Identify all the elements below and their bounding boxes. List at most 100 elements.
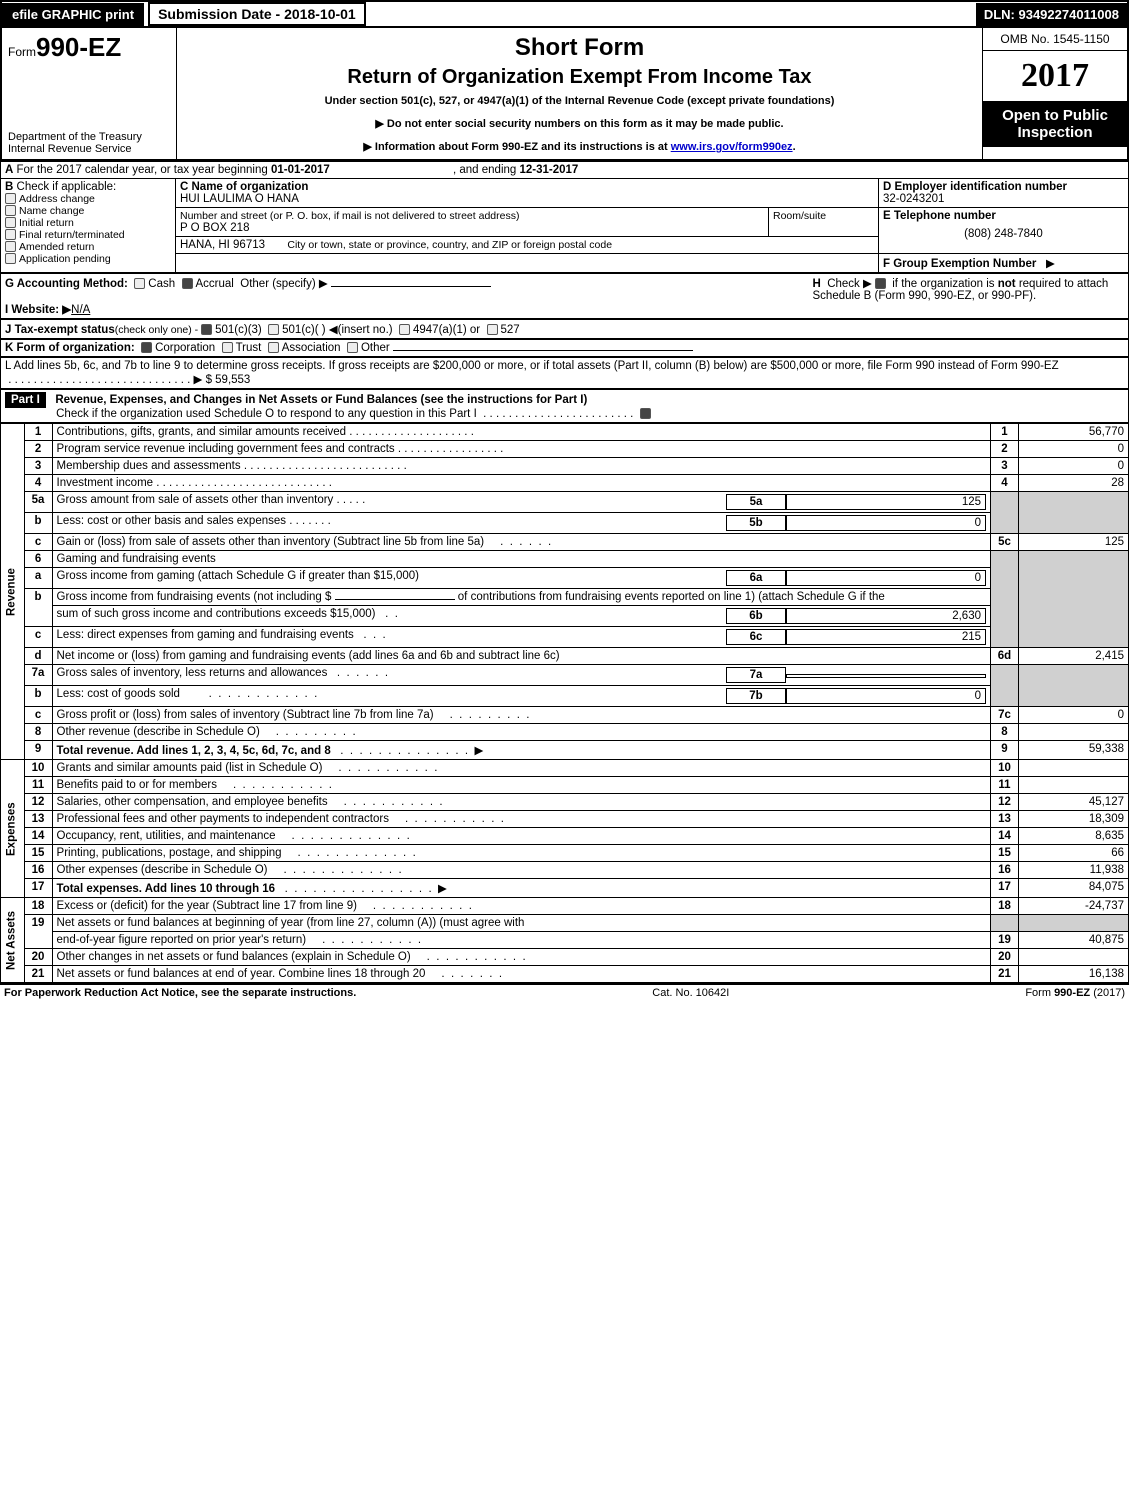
line-15-value: 66 (1019, 845, 1129, 862)
line-j-label: J Tax-exempt status (5, 324, 115, 336)
line-6b-num: b (24, 589, 52, 627)
line-2-num: 2 (24, 441, 52, 458)
j-o3: 4947(a)(1) or (413, 324, 480, 336)
line-4-text: Investment income (57, 477, 154, 489)
chk-label-2: Initial return (19, 217, 74, 229)
line-6c-num: c (24, 627, 52, 648)
line-5c-rn: 5c (991, 534, 1019, 551)
lines-table: Revenue 1 Contributions, gifts, grants, … (0, 423, 1129, 983)
line-a-text2: , and ending (453, 164, 520, 176)
line-15-rn: 15 (991, 845, 1019, 862)
checkbox-address-change[interactable] (5, 193, 16, 204)
netassets-section-label: Net Assets (1, 898, 25, 983)
checkbox-association[interactable] (268, 342, 279, 353)
section-l: L Add lines 5b, 6c, and 7b to line 9 to … (0, 357, 1129, 389)
checkbox-name-change[interactable] (5, 205, 16, 216)
checkbox-initial-return[interactable] (5, 217, 16, 228)
checkbox-corporation[interactable] (141, 342, 152, 353)
org-name: HUI LAULIMA O HANA (180, 193, 299, 205)
line-5a-num: 5a (24, 492, 52, 513)
line-5c-text: Gain or (loss) from sale of assets other… (57, 536, 485, 548)
line-6c-text: Less: direct expenses from gaming and fu… (57, 629, 354, 641)
j-o4: 527 (501, 324, 520, 336)
checkbox-schedule-o[interactable] (640, 408, 651, 419)
checkbox-h[interactable] (875, 278, 886, 289)
line-17-value: 84,075 (1019, 879, 1129, 898)
line-4-value: 28 (1019, 475, 1129, 492)
line-21-text: Net assets or fund balances at end of ye… (57, 968, 426, 980)
line-6d-rn: 6d (991, 648, 1019, 665)
k-o2: Trust (236, 342, 262, 354)
box-6c-label: 6c (726, 629, 786, 645)
checkbox-501c3[interactable] (201, 324, 212, 335)
line-14-text: Occupancy, rent, utilities, and maintena… (57, 830, 276, 842)
tax-year: 2017 (983, 51, 1127, 101)
efile-print-button[interactable]: efile GRAPHIC print (2, 3, 144, 26)
line-e-label: E Telephone number (883, 210, 996, 222)
line-20-text: Other changes in net assets or fund bala… (57, 951, 411, 963)
part1-header: Part I Revenue, Expenses, and Changes in… (0, 389, 1129, 423)
line-1-value: 56,770 (1019, 424, 1129, 441)
line-11-rn: 11 (991, 777, 1019, 794)
line-6d-num: d (24, 648, 52, 665)
ein-value: 32-0243201 (883, 193, 944, 205)
line-5c-value: 125 (1019, 534, 1129, 551)
line-7b-num: b (24, 686, 52, 707)
checkbox-trust[interactable] (222, 342, 233, 353)
part1-title: Revenue, Expenses, and Changes in Net As… (55, 394, 587, 406)
chk-label-0: Address change (19, 193, 95, 205)
line-g-label: G Accounting Method: (5, 278, 128, 290)
line-4-num: 4 (24, 475, 52, 492)
line-i-label: I Website: ▶ (5, 304, 71, 316)
line-21-rn: 21 (991, 966, 1019, 983)
box-5b-label: 5b (726, 515, 786, 531)
line-9-text: Total revenue. Add lines 1, 2, 3, 4, 5c,… (57, 745, 331, 757)
g-other: Other (specify) ▶ (240, 278, 327, 290)
checkbox-4947[interactable] (399, 324, 410, 335)
line-17-num: 17 (24, 879, 52, 898)
line-19-rn: 19 (991, 932, 1019, 949)
line-15-text: Printing, publications, postage, and shi… (57, 847, 282, 859)
section-j: J Tax-exempt status(check only one) - 50… (0, 319, 1129, 339)
line-8-text: Other revenue (describe in Schedule O) (57, 726, 260, 738)
line-k-label: K Form of organization: (5, 342, 135, 354)
j-o2: 501(c)( ) ◀(insert no.) (282, 324, 392, 336)
section-k: K Form of organization: Corporation Trus… (0, 339, 1129, 357)
checkbox-accrual[interactable] (182, 278, 193, 289)
box-6a-label: 6a (726, 570, 786, 586)
line-6d-value: 2,415 (1019, 648, 1129, 665)
line-2-text: Program service revenue including govern… (57, 443, 395, 455)
g-cash: Cash (148, 278, 175, 290)
h-not: not (998, 278, 1016, 290)
website-value: N/A (71, 304, 90, 316)
form-subtitle: Under section 501(c), 527, or 4947(a)(1)… (187, 95, 972, 107)
checkbox-amended-return[interactable] (5, 241, 16, 252)
form-header: Form990-EZ Department of the Treasury In… (0, 26, 1129, 161)
section-a-f: A For the 2017 calendar year, or tax yea… (0, 161, 1129, 273)
box-6b-value: 2,630 (786, 608, 986, 624)
line-10-num: 10 (24, 760, 52, 777)
checkbox-501c[interactable] (268, 324, 279, 335)
line-12-text: Salaries, other compensation, and employ… (57, 796, 328, 808)
line-9-rn: 9 (991, 741, 1019, 760)
form-number: 990-EZ (36, 32, 121, 62)
line-b-label: Check if applicable: (17, 181, 117, 193)
checkbox-527[interactable] (487, 324, 498, 335)
checkbox-other-org[interactable] (347, 342, 358, 353)
dln-box: DLN: 93492274011008 (976, 3, 1127, 26)
line-14-rn: 14 (991, 828, 1019, 845)
checkbox-cash[interactable] (134, 278, 145, 289)
room-label: Room/suite (773, 210, 826, 222)
line-19-text1: Net assets or fund balances at beginning… (57, 917, 525, 929)
line-21-value: 16,138 (1019, 966, 1129, 983)
box-7a-value (786, 674, 986, 678)
telephone-value: (808) 248-7840 (883, 228, 1124, 240)
checkbox-application-pending[interactable] (5, 253, 16, 264)
line-a-text1: For the 2017 calendar year, or tax year … (17, 164, 271, 176)
line-d-label: D Employer identification number (883, 181, 1067, 193)
line-17-rn: 17 (991, 879, 1019, 898)
line-16-rn: 16 (991, 862, 1019, 879)
form990ez-link[interactable]: www.irs.gov/form990ez (671, 141, 793, 153)
line-13-text: Professional fees and other payments to … (57, 813, 389, 825)
checkbox-final-return[interactable] (5, 229, 16, 240)
